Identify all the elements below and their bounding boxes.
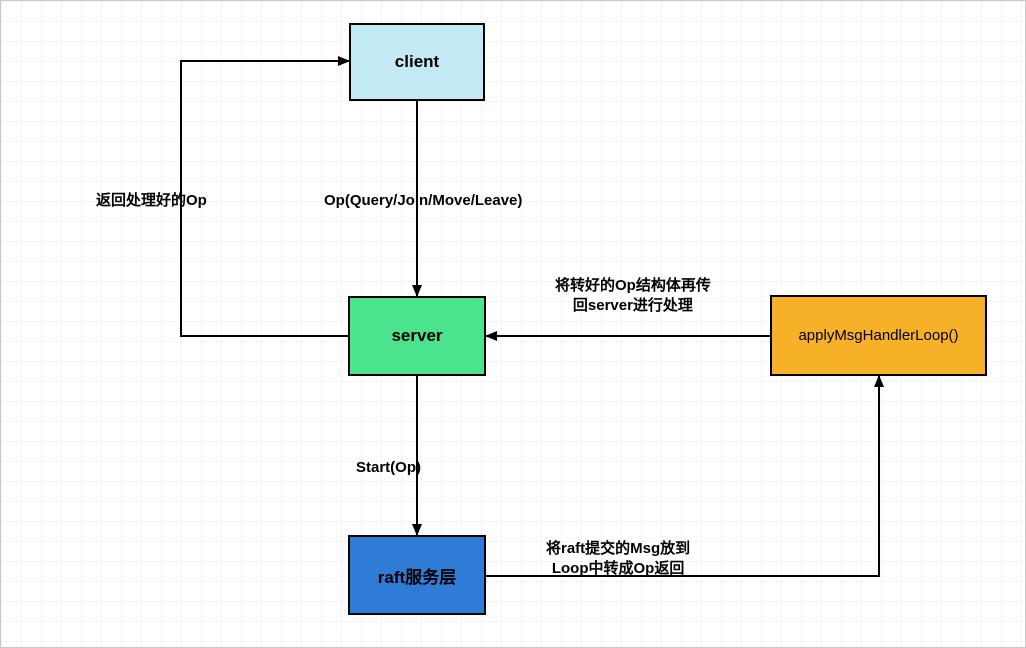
node-loop-label: applyMsgHandlerLoop() <box>798 327 958 344</box>
node-client-label: client <box>395 52 439 72</box>
node-server: server <box>348 296 486 376</box>
edge-label-raft-to-loop: 将raft提交的Msg放到 Loop中转成Op返回 <box>546 539 690 578</box>
node-client: client <box>349 23 485 101</box>
edge-label-server-to-client: 返回处理好的Op <box>96 191 207 211</box>
node-server-label: server <box>391 326 442 346</box>
node-raft-label: raft服务层 <box>378 563 456 588</box>
edge-label-loop-to-server: 将转好的Op结构体再传 回server进行处理 <box>555 276 711 315</box>
edge-label-client-to-server: Op(Query/Join/Move/Leave) <box>324 191 522 211</box>
diagram-canvas: client server raft服务层 applyMsgHandlerLoo… <box>0 0 1026 648</box>
node-raft: raft服务层 <box>348 535 486 615</box>
edge-label-server-to-raft: Start(Op) <box>356 458 421 478</box>
node-loop: applyMsgHandlerLoop() <box>770 295 987 376</box>
